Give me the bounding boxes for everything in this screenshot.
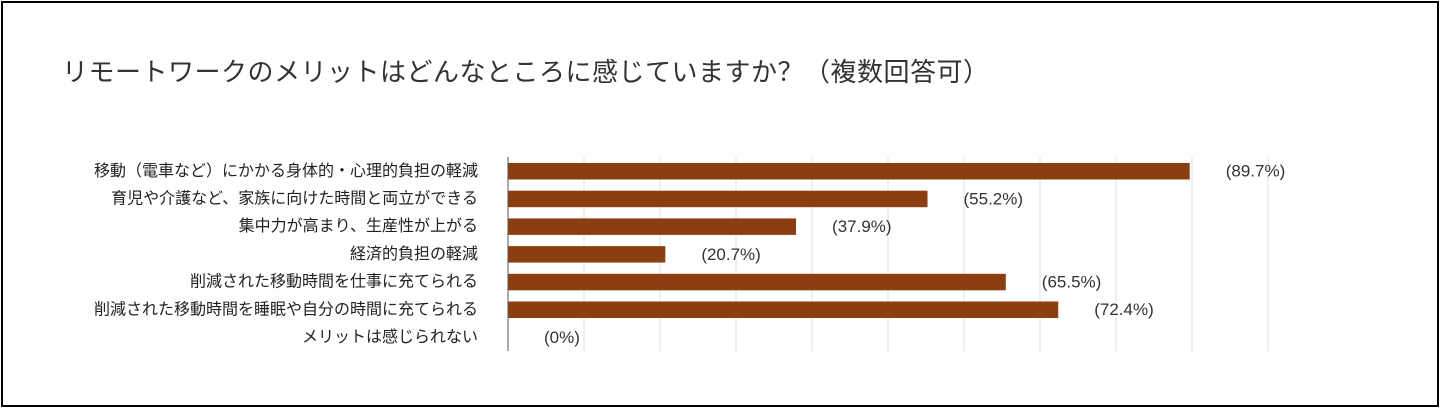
category-label: 移動（電車など）にかかる身体的・心理的負担の軽減: [94, 161, 478, 180]
value-label: (72.4%): [1094, 300, 1154, 319]
value-label: (55.2%): [964, 189, 1024, 208]
category-label: 育児や介護など、家族に向けた時間と両立ができる: [111, 188, 478, 207]
category-label: 経済的負担の軽減: [350, 244, 478, 263]
category-label: 集中力が高まり、生産性が上がる: [239, 216, 478, 235]
value-label: (89.7%): [1226, 162, 1286, 181]
category-label: 削減された移動時間を睡眠や自分の時間に充てられる: [94, 299, 478, 318]
category-label: 削減された移動時間を仕事に充てられる: [190, 272, 478, 291]
bar: [508, 246, 666, 263]
value-label: (20.7%): [701, 245, 761, 264]
bar: [508, 273, 1006, 291]
value-label: (0%): [544, 328, 580, 347]
value-label: (37.9%): [832, 217, 892, 236]
bar: [508, 163, 1190, 180]
bar: [508, 301, 1059, 318]
category-label: メリットは感じられない: [302, 327, 478, 346]
value-label: (65.5%): [1042, 273, 1102, 292]
bar: [508, 218, 797, 235]
chart-title: リモートワークのメリットはどんなところに感じていますか？（複数回答可）: [62, 58, 990, 88]
bar: [508, 190, 928, 208]
